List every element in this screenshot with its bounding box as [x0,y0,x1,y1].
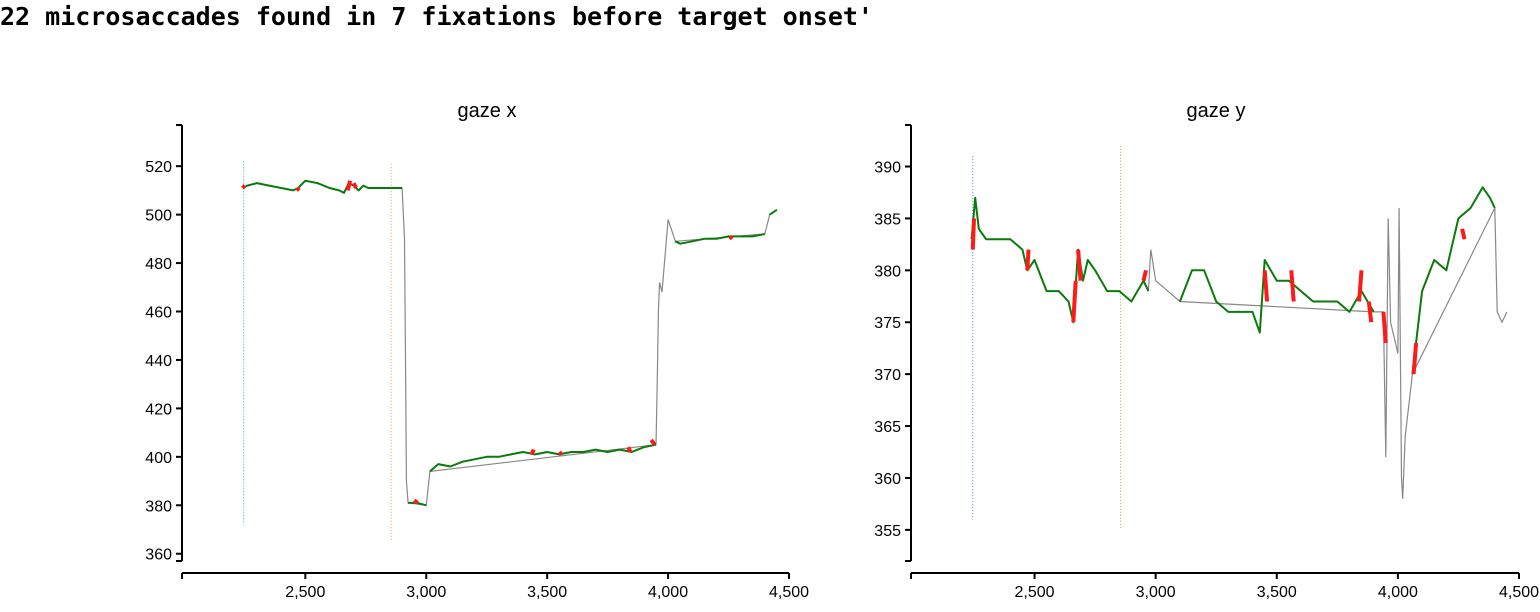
x-tick-label: 2,500 [285,584,325,601]
y-tick-label: 375 [874,315,901,332]
x-tick-label: 3,500 [527,584,567,601]
microsaccade-mark [1381,311,1388,344]
summary-header: 22 microsaccades found in 7 fixations be… [0,2,873,31]
x-tick-label: 3,000 [1136,584,1176,601]
gaze-y-panel: gaze y 355 360 365 370 375 380 385 390 2,500 3,00… [874,100,1539,601]
x-tick-label: 4,000 [1378,584,1418,601]
fixation-trace [429,443,657,473]
microsaccade-mark [295,186,301,192]
microsaccade-mark [1071,280,1078,323]
microsaccade-mark [1025,249,1031,271]
microsaccade-mark [1262,270,1270,302]
microsaccade-mark [1076,249,1083,281]
microsaccade-mark [1366,301,1374,323]
microsaccade-mark [351,182,358,189]
microsaccade-mark [1289,270,1296,302]
y-tick-label: 400 [145,450,172,467]
fixation-trace [769,208,778,216]
y-tick-label: 370 [874,367,901,384]
microsaccade-mark [1460,228,1467,240]
y-tick-label: 360 [874,471,901,488]
fixation-trace [674,233,765,245]
microsaccade-mark [970,218,976,250]
y-tick-label: 440 [145,353,172,370]
x-tick-label: 4,500 [769,584,809,601]
y-tick-label: 460 [145,305,172,322]
fixation-trace [970,196,1150,324]
y-tick-label: 390 [874,160,901,177]
raw-gaze-trace [401,187,778,506]
microsaccade-mark [728,234,734,241]
y-tick-label: 480 [145,256,172,273]
y-tick-label: 360 [145,547,172,564]
microsaccade-mark [1357,270,1364,302]
microsaccade-mark [413,498,419,505]
microsaccade-mark [649,438,657,446]
x-tick-label: 4,000 [648,584,688,601]
fixation-trace [242,179,403,194]
y-tick-label: 520 [145,159,172,176]
microsaccade-mark [241,184,247,190]
microsaccade-mark [345,180,353,191]
microsaccade-mark [529,448,536,456]
microsaccade-mark [1141,269,1148,282]
x-tick-label: 3,500 [1257,584,1297,601]
microsaccade-mark [557,450,564,456]
chart-title: gaze x [458,100,517,122]
y-tick-label: 385 [874,211,901,228]
microsaccade-mark [1411,342,1419,375]
x-tick-label: 4,500 [1499,584,1539,601]
x-tick-label: 3,000 [406,584,446,601]
x-tick-label: 2,500 [1015,584,1055,601]
y-tick-label: 355 [874,523,901,540]
chart-title: gaze y [1187,100,1246,122]
y-tick-label: 380 [874,263,901,280]
microsaccade-mark [626,446,633,453]
y-tick-label: 500 [145,208,172,225]
y-tick-label: 365 [874,419,901,436]
raw-gaze-trace [1147,207,1508,499]
y-tick-label: 380 [145,498,172,515]
y-tick-label: 420 [145,401,172,418]
fixation-trace [1411,186,1496,375]
fixation-trace [1178,259,1375,334]
gaze-x-panel: gaze x 360 380 400 420 440 460 480 500 520 2,500 3… [145,100,809,601]
